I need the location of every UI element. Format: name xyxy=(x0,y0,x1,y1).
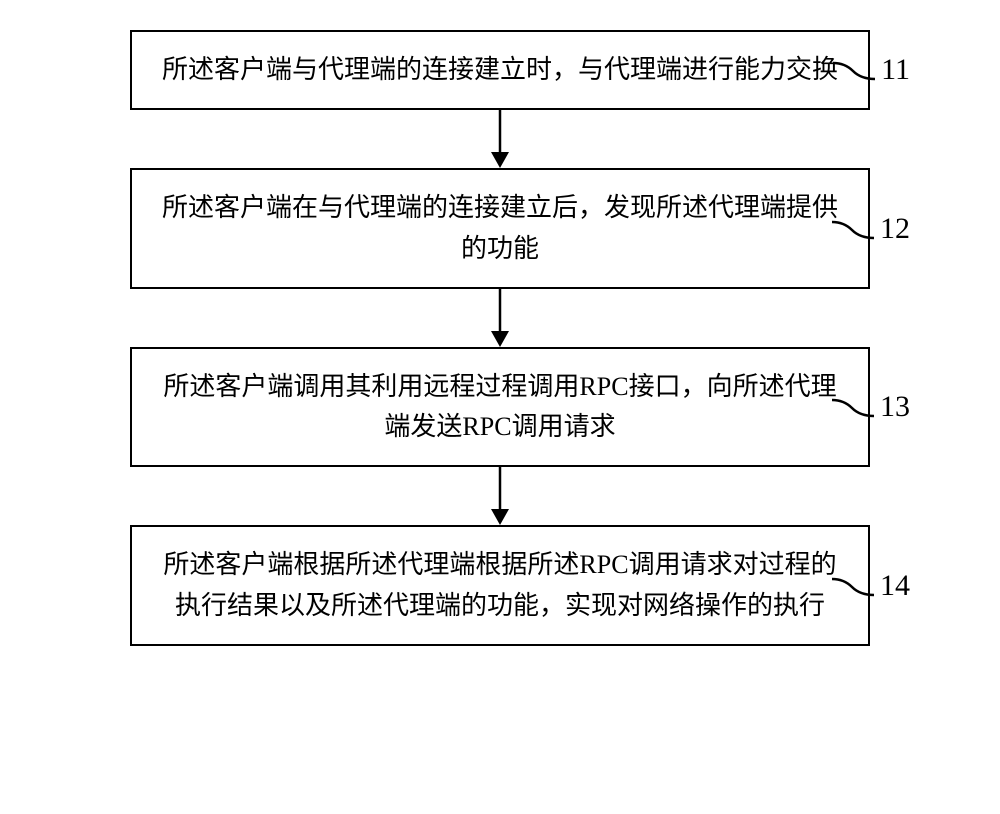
curve-icon xyxy=(832,575,874,597)
arrow-down-icon xyxy=(488,289,512,347)
step-text-1: 所述客户端与代理端的连接建立时，与代理端进行能力交换 xyxy=(162,55,838,84)
flowchart-container: 所述客户端与代理端的连接建立时，与代理端进行能力交换 11 所述客户端在与代理端… xyxy=(50,30,950,646)
step-row-1: 所述客户端与代理端的连接建立时，与代理端进行能力交换 11 xyxy=(50,30,950,110)
arrow-3 xyxy=(488,467,512,525)
step-box-1: 所述客户端与代理端的连接建立时，与代理端进行能力交换 xyxy=(130,30,870,110)
step-box-3: 所述客户端调用其利用远程过程调用RPC接口，向所述代理端发送RPC调用请求 xyxy=(130,347,870,468)
step-box-2: 所述客户端在与代理端的连接建立后，发现所述代理端提供的功能 xyxy=(130,168,870,289)
curve-icon xyxy=(832,396,874,418)
step-number-2: 12 xyxy=(832,212,910,246)
step-row-2: 所述客户端在与代理端的连接建立后，发现所述代理端提供的功能 12 xyxy=(50,168,950,289)
step-number-4: 14 xyxy=(832,569,910,603)
step-box-4: 所述客户端根据所述代理端根据所述RPC调用请求对过程的执行结果以及所述代理端的功… xyxy=(130,525,870,646)
step-number-1: 11 xyxy=(833,53,910,87)
step-number-3: 13 xyxy=(832,390,910,424)
step-number-label-1: 11 xyxy=(881,53,910,87)
step-row-4: 所述客户端根据所述代理端根据所述RPC调用请求对过程的执行结果以及所述代理端的功… xyxy=(50,525,950,646)
step-number-label-2: 12 xyxy=(880,212,910,246)
step-number-label-4: 14 xyxy=(880,569,910,603)
step-row-3: 所述客户端调用其利用远程过程调用RPC接口，向所述代理端发送RPC调用请求 13 xyxy=(50,347,950,468)
arrow-down-icon xyxy=(488,110,512,168)
curve-icon xyxy=(833,59,875,81)
arrow-1 xyxy=(488,110,512,168)
step-number-label-3: 13 xyxy=(880,390,910,424)
step-text-3: 所述客户端调用其利用远程过程调用RPC接口，向所述代理端发送RPC调用请求 xyxy=(163,372,836,441)
arrow-2 xyxy=(488,289,512,347)
step-text-4: 所述客户端根据所述代理端根据所述RPC调用请求对过程的执行结果以及所述代理端的功… xyxy=(163,550,836,619)
arrow-down-icon xyxy=(488,467,512,525)
step-text-2: 所述客户端在与代理端的连接建立后，发现所述代理端提供的功能 xyxy=(162,193,838,262)
curve-icon xyxy=(832,218,874,240)
